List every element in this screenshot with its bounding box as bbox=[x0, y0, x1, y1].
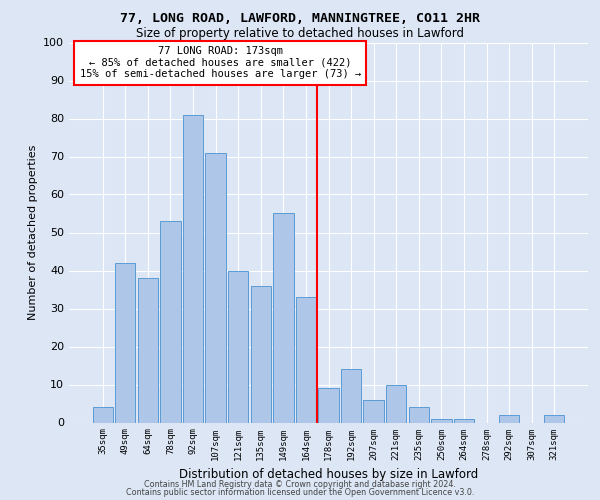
Bar bbox=[431, 418, 452, 422]
Bar bbox=[499, 415, 519, 422]
Bar bbox=[160, 221, 181, 422]
Text: 77, LONG ROAD, LAWFORD, MANNINGTREE, CO11 2HR: 77, LONG ROAD, LAWFORD, MANNINGTREE, CO1… bbox=[120, 12, 480, 26]
Bar bbox=[183, 114, 203, 422]
Text: Size of property relative to detached houses in Lawford: Size of property relative to detached ho… bbox=[136, 28, 464, 40]
Bar bbox=[205, 152, 226, 422]
Bar bbox=[296, 297, 316, 422]
Bar bbox=[409, 408, 429, 422]
Bar bbox=[386, 384, 406, 422]
X-axis label: Distribution of detached houses by size in Lawford: Distribution of detached houses by size … bbox=[179, 468, 478, 481]
Bar bbox=[92, 408, 113, 422]
Y-axis label: Number of detached properties: Number of detached properties bbox=[28, 145, 38, 320]
Bar bbox=[228, 270, 248, 422]
Bar bbox=[319, 388, 338, 422]
Text: 77 LONG ROAD: 173sqm
← 85% of detached houses are smaller (422)
15% of semi-deta: 77 LONG ROAD: 173sqm ← 85% of detached h… bbox=[80, 46, 361, 80]
Bar bbox=[341, 370, 361, 422]
Text: Contains public sector information licensed under the Open Government Licence v3: Contains public sector information licen… bbox=[126, 488, 474, 497]
Bar bbox=[115, 263, 136, 422]
Bar bbox=[138, 278, 158, 422]
Text: Contains HM Land Registry data © Crown copyright and database right 2024.: Contains HM Land Registry data © Crown c… bbox=[144, 480, 456, 489]
Bar bbox=[544, 415, 565, 422]
Bar bbox=[364, 400, 384, 422]
Bar bbox=[454, 418, 474, 422]
Bar bbox=[251, 286, 271, 422]
Bar bbox=[273, 214, 293, 422]
